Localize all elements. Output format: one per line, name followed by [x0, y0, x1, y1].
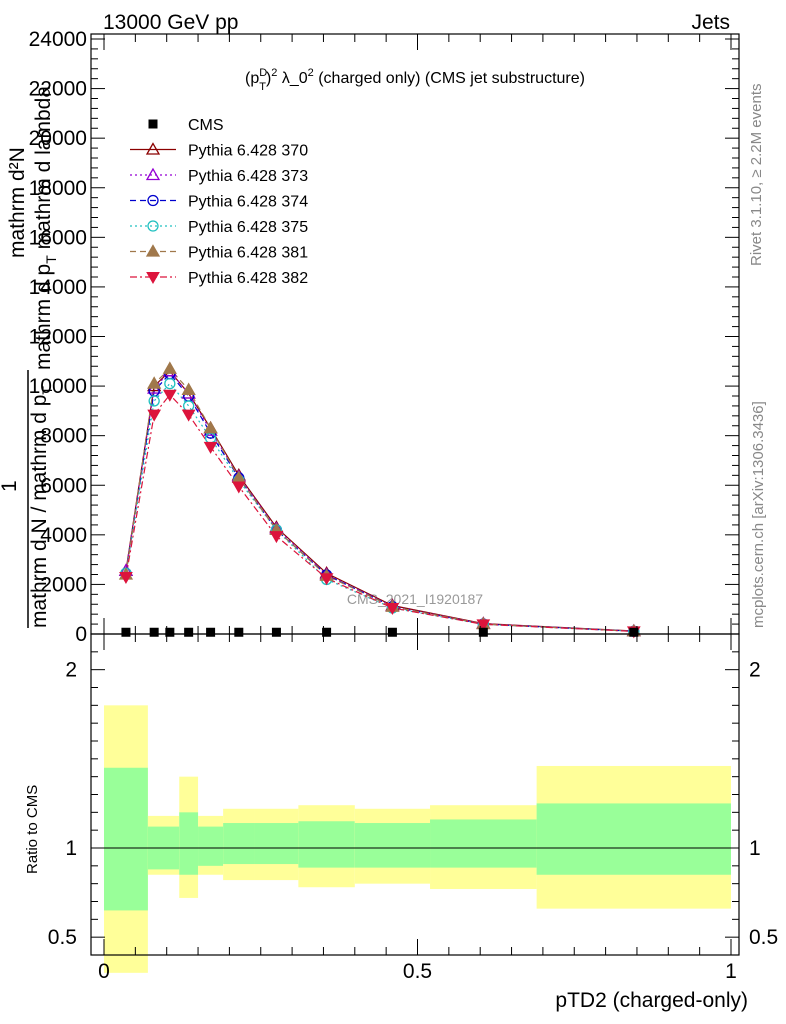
- ratio-band-inner-2: [179, 812, 199, 875]
- series-5-point-4: [203, 441, 218, 454]
- main-ytick-label-1: 2000: [40, 573, 87, 596]
- ratio-band-inner-5: [254, 823, 299, 865]
- legend-label-5: Pythia 6.428 381: [188, 245, 308, 262]
- legend-marker-0: [148, 119, 158, 129]
- series-5-point-6: [269, 531, 284, 544]
- cms-point-2: [165, 627, 175, 637]
- ratio-band-inner-9: [536, 803, 731, 875]
- rivet-version-label: Rivet 3.1.10, ≥ 2.2M events: [748, 84, 765, 267]
- legend-label-1: Pythia 6.428 370: [188, 143, 308, 160]
- series-line-1: [125, 370, 634, 632]
- header-collision-label: 13000 GeV pp: [103, 11, 238, 34]
- legend-marker-5: [145, 244, 161, 257]
- series-4-point-1: [147, 376, 162, 389]
- series-5-point-2: [162, 389, 177, 402]
- ratio-ytick-label-left-1: 1: [65, 837, 77, 860]
- series-5-point-3: [181, 409, 196, 422]
- mcplots-credit-label: mcplots.cern.ch [arXiv:1306.3436]: [750, 401, 767, 628]
- series-5-point-5: [231, 481, 246, 494]
- cms-point-9: [478, 627, 488, 637]
- main-ytick-label-10: 20000: [29, 127, 87, 150]
- legend-label-0: CMS: [188, 117, 224, 134]
- main-ytick-label-6: 12000: [29, 326, 87, 349]
- cms-point-7: [322, 627, 332, 637]
- watermark: CMS_2021_I1920187: [347, 591, 483, 607]
- ratio-band-inner-4: [223, 823, 255, 865]
- main-ytick-label-9: 18000: [29, 177, 87, 200]
- series-4-point-3: [181, 382, 196, 395]
- axes: 0 2000 4000 6000 8000 10000 12000 14000 16000 180…: [29, 28, 779, 983]
- cms-point-4: [206, 627, 216, 637]
- x-axis-label: pTD2 (charged-only): [555, 989, 748, 1012]
- legend: CMS Pythia 6.428 370 Pythia 6.428 373 Pythi…: [130, 117, 308, 287]
- series-3-point-1: [148, 395, 160, 407]
- ratio-band-inner-7: [354, 823, 431, 868]
- main-ytick-label-12: 24000: [29, 28, 87, 51]
- ratio-ytick-label-left-2: 2: [65, 659, 77, 682]
- legend-marker-4: [147, 220, 159, 232]
- main-ytick-label-0: 0: [75, 623, 87, 646]
- plot-title: (pD T)2 λ_02 (charged only) (CMS jet subs…: [245, 67, 585, 93]
- ratio-ytick-label-right-0: 0.5: [749, 926, 778, 949]
- ylabel-prefix-denominator: mathrm d N / mathrm d pT: [28, 386, 55, 628]
- ratio-band-inner-0: [104, 767, 148, 911]
- legend-marker-6: [146, 272, 160, 285]
- series-4-point-4: [203, 420, 218, 434]
- series-3-point-2: [164, 377, 176, 390]
- main-ytick-label-7: 14000: [29, 276, 87, 299]
- ratio-ytick-label-left-0: 0.5: [48, 926, 77, 949]
- ratio-band-inner-3: [198, 826, 224, 866]
- cms-point-10: [629, 627, 639, 637]
- series-3-point-3: [182, 400, 195, 412]
- legend-label-2: Pythia 6.428 373: [188, 168, 308, 185]
- ratio-y-axis-label: Ratio to CMS: [24, 785, 41, 874]
- header-process-label: Jets: [691, 11, 730, 34]
- series-5-point-7: [319, 573, 334, 586]
- main-ytick-label-5: 10000: [29, 375, 87, 398]
- xtick-label-1: 0.5: [403, 960, 432, 983]
- main-ytick-label-3: 6000: [40, 474, 87, 497]
- ratio-bands: [91, 705, 739, 973]
- cms-point-8: [387, 627, 397, 637]
- xtick-label-0: 0: [98, 960, 110, 983]
- main-ytick-label-11: 22000: [29, 78, 87, 101]
- series-5-point-0: [119, 571, 133, 584]
- cms-point-6: [271, 627, 281, 637]
- series-4-point-2: [162, 361, 177, 374]
- cms-point-0: [121, 627, 131, 637]
- main-ytick-label-4: 8000: [40, 425, 87, 448]
- legend-marker-1: [145, 142, 161, 155]
- cms-point-3: [184, 627, 194, 637]
- ratio-band-inner-8: [430, 819, 537, 868]
- main-y-axis-label: mathrm d²N mathrm d pT mathrm d lambda 1…: [0, 86, 59, 628]
- main-ytick-label-2: 4000: [40, 524, 87, 547]
- ratio-ytick-label-right-2: 2: [749, 659, 761, 682]
- ratio-band-inner-6: [298, 821, 355, 868]
- cms-point-1: [149, 627, 159, 637]
- ylabel-denominator: mathrm d pT mathrm d lambda: [32, 86, 59, 370]
- ylabel-numerator: mathrm d²N: [6, 147, 29, 258]
- series-5-point-1: [147, 409, 162, 422]
- legend-marker-2: [145, 167, 161, 181]
- legend-marker-3: [147, 194, 159, 207]
- ratio-ytick-label-right-1: 1: [749, 837, 761, 860]
- xtick-label-2: 1: [725, 960, 737, 983]
- legend-label-3: Pythia 6.428 374: [188, 194, 308, 211]
- series-5-point-9: [476, 619, 491, 632]
- legend-label-6: Pythia 6.428 382: [188, 270, 308, 287]
- main-ytick-label-8: 16000: [29, 226, 87, 249]
- series-5-point-8: [385, 602, 400, 615]
- cms-point-5: [234, 627, 244, 637]
- legend-label-4: Pythia 6.428 375: [188, 219, 308, 236]
- ylabel-prefix-one: 1: [0, 480, 21, 492]
